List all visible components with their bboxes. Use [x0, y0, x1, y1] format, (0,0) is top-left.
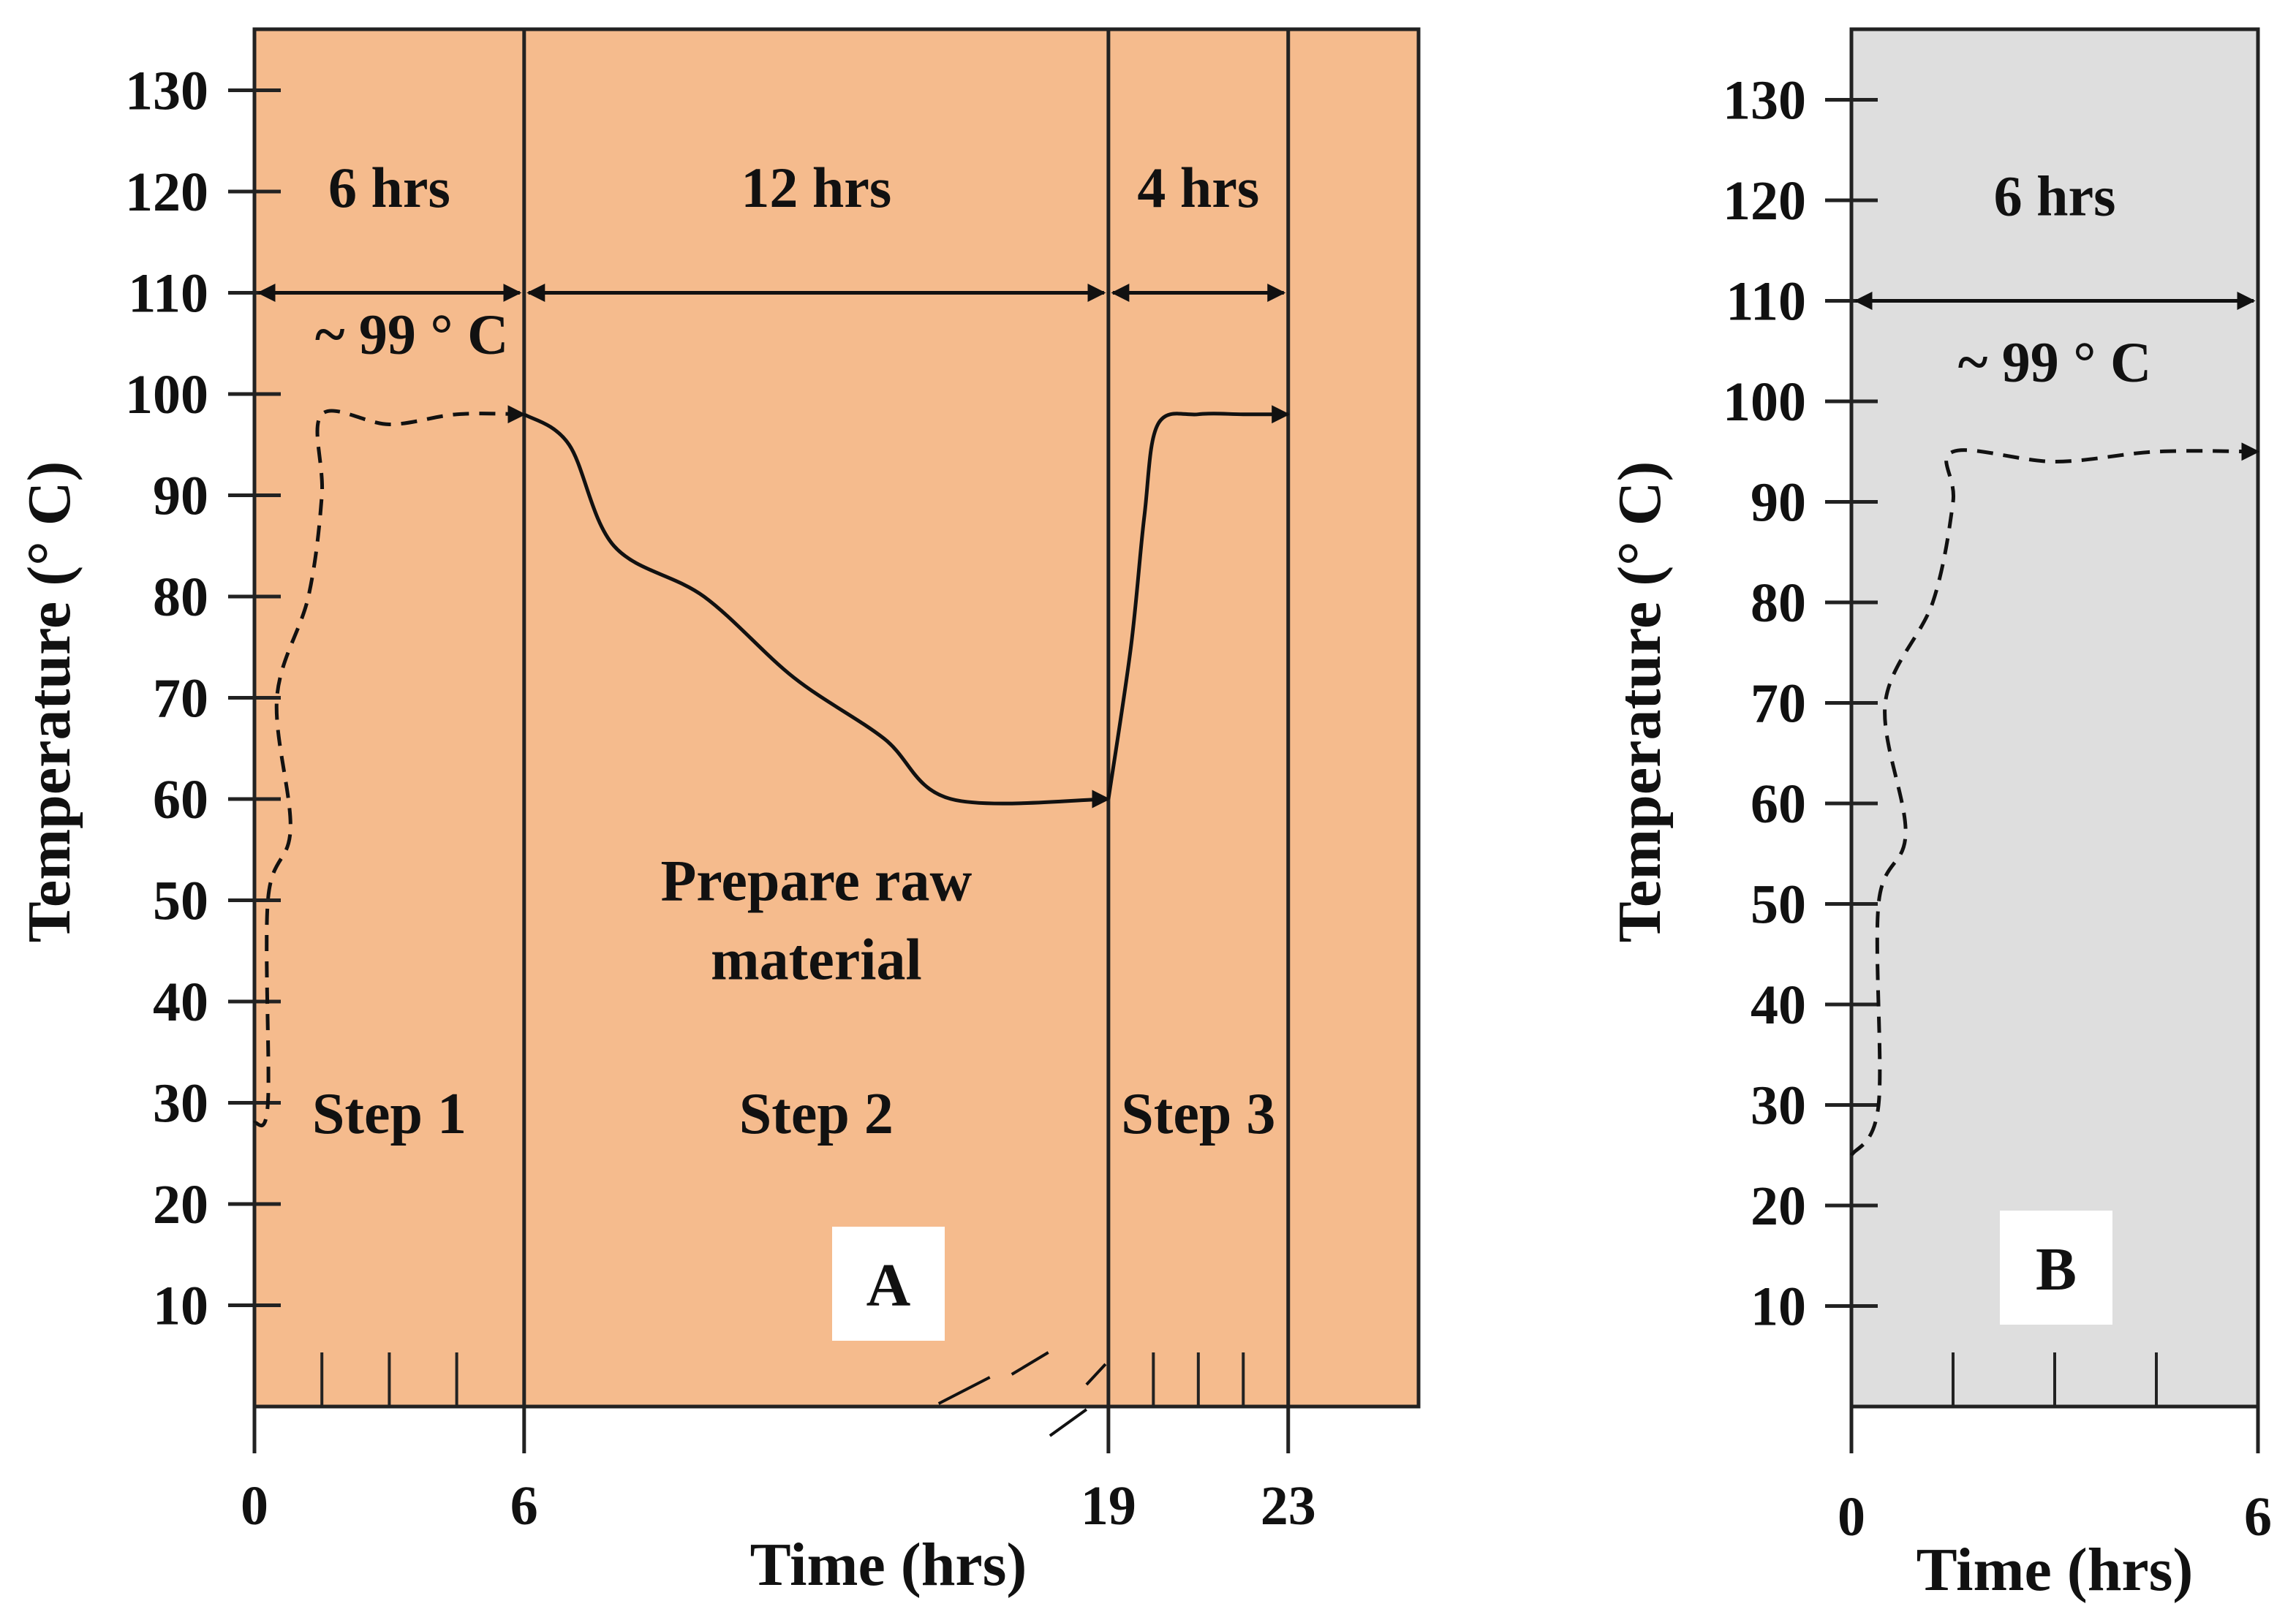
y-tick-label: 80: [153, 567, 208, 628]
y-axis-title-a: Temperature (° C): [15, 461, 83, 943]
series-cooling: [523, 412, 1111, 809]
y-tick-label: 50: [1751, 874, 1806, 936]
panel-a: 10 20 30 40 50 60 70 80 90 100 110 120 130 0 6 19 23 6 h…: [15, 27, 1421, 1599]
series-heating: [1849, 442, 2260, 1157]
axis-break-mark: [1049, 1408, 1088, 1437]
series-heating: [252, 405, 526, 1128]
x-tick-label: 23: [1261, 1475, 1316, 1537]
y-tick-label: 60: [1751, 773, 1806, 835]
y-tick-label: 50: [153, 871, 208, 932]
axis-break-mark: [937, 1376, 991, 1405]
x-tick-label: 0: [241, 1475, 268, 1537]
y-tick-label: 70: [1751, 673, 1806, 735]
duration-label: 6 hrs: [328, 156, 450, 219]
y-tick-label: 110: [128, 263, 208, 325]
y-tick-label: 10: [153, 1276, 208, 1337]
duration-label: 12 hrs: [741, 156, 891, 219]
y-tick-label: 40: [153, 972, 208, 1033]
y-tick-label: 70: [153, 668, 208, 730]
duration-label: 4 hrs: [1137, 156, 1259, 219]
panel-label-box-b: [2000, 1211, 2112, 1325]
step-label: Step 2: [739, 1082, 894, 1146]
panel-b: 10 20 30 40 50 60 70 80 90 100 110 120 130 0 6 6 hrs ~ …: [1606, 27, 2272, 1604]
panel-label-box-a: [832, 1227, 945, 1341]
panel-label-a: A: [866, 1252, 911, 1320]
y-tick-label: 10: [1751, 1276, 1806, 1338]
temperature-annotation: ~ 99 ° C: [315, 303, 509, 366]
axis-break-mark: [1085, 1363, 1107, 1386]
x-tick-label: 6: [2244, 1486, 2272, 1548]
x-tick-label: 6: [510, 1475, 538, 1537]
y-tick-label: 120: [125, 162, 208, 223]
y-tick-label: 90: [1751, 472, 1806, 534]
duration-label: 6 hrs: [1994, 164, 2116, 228]
y-tick-label: 60: [153, 769, 208, 830]
y-tick-label: 100: [125, 364, 208, 425]
panel-label-b: B: [2036, 1235, 2077, 1303]
axis-break-mark: [1011, 1351, 1049, 1376]
y-tick-label: 100: [1723, 371, 1806, 433]
plot-area-b: [1849, 27, 2260, 1409]
y-tick-label: 30: [153, 1073, 208, 1135]
x-tick-label: 0: [1838, 1486, 1865, 1548]
y-tick-label: 130: [125, 61, 208, 122]
y-tick-label: 40: [1751, 974, 1806, 1036]
y-tick-label: 90: [153, 466, 208, 527]
x-axis-title-a: Time (hrs): [750, 1531, 1027, 1599]
step-label: Step 3: [1121, 1082, 1275, 1146]
y-tick-label: 20: [153, 1174, 208, 1235]
y-tick-label: 130: [1723, 70, 1806, 132]
step-label: Step 1: [312, 1082, 467, 1146]
plot-area-a: [252, 27, 1421, 1409]
y-tick-label: 20: [1751, 1176, 1806, 1237]
y-axis-title-b: Temperature (° C): [1606, 461, 1674, 943]
x-axis-title-b: Time (hrs): [1917, 1536, 2194, 1604]
series-reheating: [1106, 405, 1291, 800]
y-tick-label: 80: [1751, 572, 1806, 634]
temperature-annotation: ~ 99 ° C: [1958, 330, 2152, 394]
x-tick-label: 19: [1081, 1475, 1136, 1537]
y-tick-label: 110: [1726, 271, 1806, 333]
prepare-material-text: Prepare raw material: [660, 849, 972, 993]
y-tick-label: 30: [1751, 1075, 1806, 1137]
y-tick-label: 120: [1723, 170, 1806, 232]
